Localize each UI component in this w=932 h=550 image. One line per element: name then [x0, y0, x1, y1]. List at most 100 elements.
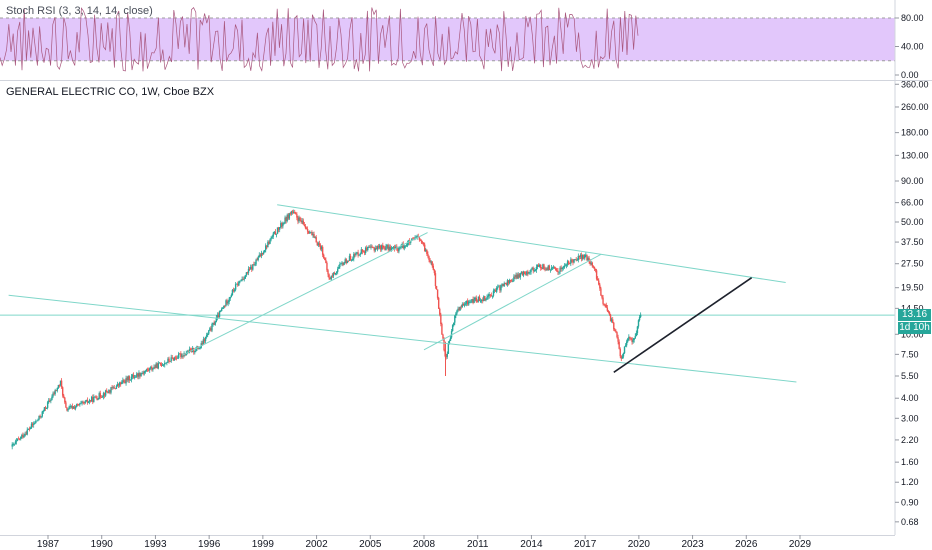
price-axis-tick-label: 180.00	[901, 128, 929, 138]
candle	[110, 387, 112, 393]
candle	[314, 237, 316, 238]
candle	[598, 280, 600, 285]
candle	[560, 267, 562, 270]
candle	[405, 245, 408, 247]
candle	[589, 261, 591, 265]
candle	[454, 315, 456, 323]
candle	[203, 339, 206, 342]
candle	[94, 396, 96, 398]
candle	[567, 261, 570, 264]
candle	[624, 345, 627, 347]
candle	[233, 289, 236, 291]
candle	[619, 348, 621, 357]
candle	[60, 380, 63, 388]
candle	[131, 374, 134, 377]
candle	[253, 264, 255, 266]
candle	[234, 284, 237, 290]
candle	[448, 340, 451, 344]
candle	[517, 274, 519, 279]
candle	[188, 349, 191, 353]
candle	[219, 310, 222, 312]
candle	[399, 246, 401, 248]
candle	[376, 246, 379, 250]
candle	[580, 254, 583, 259]
trendline-inner-channel-1[interactable]	[182, 232, 428, 356]
candle	[439, 308, 441, 315]
candle	[489, 294, 491, 296]
candle	[391, 247, 394, 249]
candle	[563, 265, 566, 268]
candle	[297, 217, 299, 222]
candle	[353, 254, 355, 259]
time-axis-tick-label: 2023	[681, 539, 704, 550]
candle	[446, 353, 448, 357]
candle	[634, 336, 636, 339]
candle	[436, 289, 439, 298]
candle	[82, 401, 84, 403]
candle	[85, 399, 88, 402]
candle	[528, 272, 530, 274]
candle	[294, 212, 296, 214]
candle	[181, 354, 183, 357]
candle	[54, 390, 56, 394]
candle	[162, 364, 165, 366]
candle	[425, 249, 427, 252]
candle	[518, 274, 520, 278]
time-axis-tick-label: 2011	[467, 539, 489, 550]
candle	[332, 272, 335, 277]
candle	[575, 259, 577, 261]
candle	[320, 246, 323, 250]
candle	[324, 258, 326, 260]
candle	[79, 403, 81, 405]
candle	[53, 393, 55, 395]
candle	[14, 441, 17, 444]
candle	[421, 242, 424, 244]
candle	[521, 271, 524, 276]
candle	[390, 247, 393, 251]
candle	[378, 245, 381, 248]
candle	[144, 370, 147, 372]
price-axis-tick-label: 27.50	[901, 259, 924, 269]
candle	[516, 274, 518, 279]
candle	[469, 301, 471, 303]
candle	[70, 406, 72, 407]
candle	[117, 384, 120, 386]
candle	[530, 269, 532, 272]
candle	[639, 314, 642, 318]
candle	[480, 299, 483, 301]
candle	[34, 423, 36, 424]
candle	[142, 373, 144, 374]
candle	[432, 265, 435, 270]
candle	[157, 363, 159, 369]
candle	[341, 262, 343, 264]
candle	[500, 284, 502, 291]
candle	[442, 334, 444, 339]
candle	[246, 272, 249, 274]
price-axis-tick-label: 10.00	[901, 329, 924, 339]
candle	[305, 228, 308, 230]
candle	[538, 264, 541, 267]
bar-countdown-badge: 1d 10h	[898, 322, 931, 335]
candle	[349, 255, 352, 261]
candle	[497, 286, 499, 288]
trendline-inner-channel-2[interactable]	[423, 253, 602, 351]
trendline-upper-channel[interactable]	[277, 204, 786, 284]
candle	[75, 404, 78, 407]
candle	[27, 428, 30, 430]
candle	[257, 257, 259, 260]
candle	[195, 348, 197, 352]
candle	[475, 297, 477, 302]
candle	[289, 213, 292, 215]
candle	[141, 373, 143, 374]
candle	[282, 223, 284, 227]
candle	[136, 373, 138, 377]
candle	[16, 438, 19, 441]
candle	[479, 300, 482, 302]
candle	[175, 357, 178, 359]
candle	[199, 347, 201, 349]
candle	[588, 257, 590, 262]
trendline-support-line[interactable]	[613, 277, 753, 373]
trendline-lower-channel[interactable]	[8, 294, 797, 383]
candle	[406, 242, 409, 246]
